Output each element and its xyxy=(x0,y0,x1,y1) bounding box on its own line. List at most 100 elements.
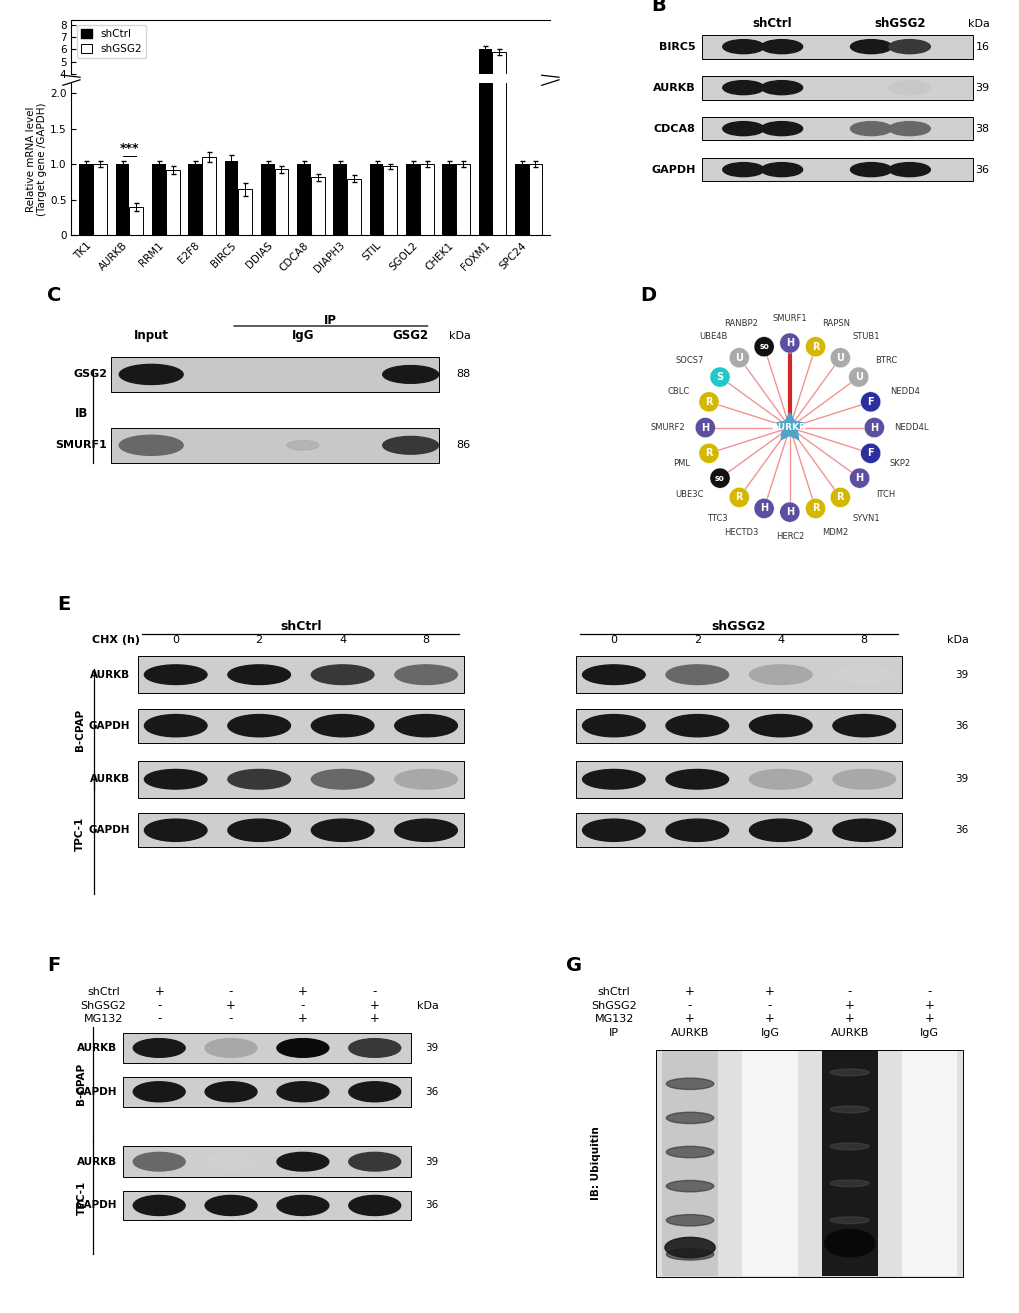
Bar xyxy=(442,164,455,235)
Text: -: - xyxy=(228,1012,233,1025)
Text: SMURF1: SMURF1 xyxy=(55,440,107,450)
Text: +: + xyxy=(844,999,854,1012)
Ellipse shape xyxy=(348,1195,400,1216)
Ellipse shape xyxy=(382,436,438,454)
Text: CDCA8: CDCA8 xyxy=(653,123,695,134)
Text: RAPSN: RAPSN xyxy=(821,319,849,327)
Ellipse shape xyxy=(833,819,895,842)
Bar xyxy=(297,164,311,235)
Text: -: - xyxy=(372,985,377,998)
FancyBboxPatch shape xyxy=(123,1077,411,1107)
Text: S: S xyxy=(715,372,722,382)
Ellipse shape xyxy=(227,664,290,684)
Text: 36: 36 xyxy=(425,1087,438,1096)
Ellipse shape xyxy=(582,819,645,842)
Bar xyxy=(115,112,129,123)
Bar xyxy=(369,164,383,235)
Text: AURKB: AURKB xyxy=(652,83,695,93)
Text: -: - xyxy=(767,999,771,1012)
Text: -: - xyxy=(687,999,692,1012)
Bar xyxy=(420,112,433,123)
Text: U: U xyxy=(854,372,862,382)
Ellipse shape xyxy=(205,1153,257,1171)
Text: 39: 39 xyxy=(955,670,968,680)
Text: +: + xyxy=(923,1012,933,1025)
Text: Input: Input xyxy=(133,330,168,341)
Text: F: F xyxy=(866,448,873,458)
Ellipse shape xyxy=(722,39,763,54)
Bar xyxy=(152,112,165,123)
FancyBboxPatch shape xyxy=(701,76,972,100)
Bar xyxy=(261,112,274,123)
Text: so: so xyxy=(758,343,768,352)
Text: AURKB: AURKB xyxy=(77,1043,117,1053)
Text: F: F xyxy=(48,956,61,976)
Text: H: H xyxy=(855,473,863,483)
Text: UBE3C: UBE3C xyxy=(675,490,703,499)
FancyBboxPatch shape xyxy=(655,1049,963,1278)
Text: -: - xyxy=(157,1012,161,1025)
Text: 4: 4 xyxy=(776,635,784,645)
Text: R: R xyxy=(811,341,818,352)
Text: IB: IB xyxy=(74,407,88,420)
FancyBboxPatch shape xyxy=(576,762,901,797)
Circle shape xyxy=(729,348,749,368)
Text: D: D xyxy=(640,286,656,305)
Ellipse shape xyxy=(394,664,457,684)
Text: BIRC5: BIRC5 xyxy=(658,42,695,51)
Text: HECTD3: HECTD3 xyxy=(722,528,757,537)
FancyBboxPatch shape xyxy=(138,709,464,743)
Text: MDM2: MDM2 xyxy=(821,528,847,537)
FancyBboxPatch shape xyxy=(701,35,972,59)
Circle shape xyxy=(709,368,730,387)
Ellipse shape xyxy=(145,769,207,789)
Text: shGSG2: shGSG2 xyxy=(873,17,925,30)
Text: 8: 8 xyxy=(860,635,867,645)
Text: 2: 2 xyxy=(256,635,263,645)
Ellipse shape xyxy=(722,122,763,135)
Text: 36: 36 xyxy=(955,826,968,835)
Text: H: H xyxy=(869,423,877,432)
Text: kDa: kDa xyxy=(448,331,470,341)
Ellipse shape xyxy=(145,664,207,684)
Text: B-CPAP: B-CPAP xyxy=(74,709,85,751)
Ellipse shape xyxy=(205,1039,257,1057)
Bar xyxy=(311,177,324,235)
Ellipse shape xyxy=(665,769,728,789)
Bar xyxy=(383,167,396,235)
Text: shGSG2: shGSG2 xyxy=(711,620,765,633)
Ellipse shape xyxy=(119,436,183,456)
Ellipse shape xyxy=(133,1153,185,1171)
Bar xyxy=(93,164,107,235)
Circle shape xyxy=(698,391,718,412)
Bar xyxy=(346,179,361,235)
Text: +: + xyxy=(685,1012,694,1025)
Text: 39: 39 xyxy=(425,1157,438,1167)
Ellipse shape xyxy=(749,714,811,737)
Circle shape xyxy=(779,502,799,523)
Text: CBLC: CBLC xyxy=(666,387,689,395)
Circle shape xyxy=(860,444,879,463)
Text: R: R xyxy=(735,492,742,503)
Text: shCtrl: shCtrl xyxy=(752,17,792,30)
Ellipse shape xyxy=(665,1078,713,1090)
Circle shape xyxy=(860,391,879,412)
Bar xyxy=(274,113,288,123)
Ellipse shape xyxy=(850,163,892,177)
Text: H: H xyxy=(785,507,793,517)
Text: H: H xyxy=(759,503,767,513)
Text: G: G xyxy=(566,956,582,976)
Ellipse shape xyxy=(145,819,207,842)
Text: IgG: IgG xyxy=(759,1028,779,1039)
Ellipse shape xyxy=(888,163,929,177)
Bar xyxy=(383,112,396,123)
Bar xyxy=(115,164,129,235)
Bar xyxy=(79,112,93,123)
Ellipse shape xyxy=(348,1082,400,1102)
Ellipse shape xyxy=(277,1195,328,1216)
Ellipse shape xyxy=(286,441,319,450)
Ellipse shape xyxy=(888,39,929,54)
Bar xyxy=(238,116,252,123)
Ellipse shape xyxy=(749,819,811,842)
Bar xyxy=(238,189,252,235)
